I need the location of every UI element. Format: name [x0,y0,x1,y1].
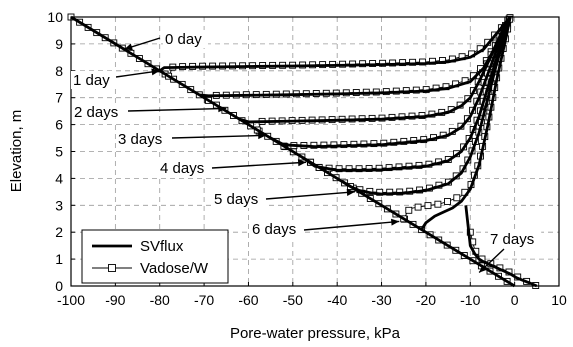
annotation-backdrop [212,190,266,208]
vadose-marker [419,58,427,66]
svflux-line [336,16,512,196]
vadose-marker [399,59,407,67]
x-tick-label: -10 [460,292,480,308]
vadose-marker [405,206,413,214]
y-tick-label: 5 [55,144,63,160]
vadose-marker [375,164,383,172]
x-tick-label: -80 [150,292,170,308]
annotation-arrowhead [151,68,160,76]
annotation-backdrop [72,103,126,121]
x-tick-label: -20 [416,292,436,308]
legend-vadose-marker [108,264,116,272]
vadose-marker [365,165,373,172]
annotation-label: 0 day [165,31,202,48]
svflux-line [269,16,512,149]
annotation-arrowhead [297,159,307,167]
annotation-arrow [211,161,307,169]
x-tick-label: -90 [105,292,125,308]
annotation-arrow [303,220,400,231]
y-tick-label: 2 [55,224,63,240]
annotation-label: 4 days [160,160,204,177]
annotation-label: 6 days [252,221,296,238]
annotation-arrowhead [218,105,227,113]
vadose-marker [444,198,451,205]
y-tick-label: 7 [55,90,63,106]
svflux-line [239,16,512,124]
svflux-line [300,16,512,172]
annotation-backdrop [488,230,542,248]
annotation-arrow [171,134,267,139]
vadose-marker [424,202,432,210]
x-tick-label: 0 [511,292,519,308]
annotation-backdrop [116,130,170,148]
y-tick-label: 10 [47,9,63,25]
annotation-backdrop [163,30,208,48]
y-tick-label: 4 [55,170,63,186]
x-tick-label: 10 [551,292,567,308]
x-tick-label: -40 [327,292,347,308]
annotation-arrowhead [479,264,488,273]
legend: SVflux Vadose/W [81,229,229,284]
annotation-arrowhead [124,43,133,51]
y-tick-label: 6 [55,117,63,133]
annotation-arrow [265,191,355,200]
svflux-line [420,16,512,231]
annotation-arrowhead [391,218,400,226]
svflux-line [464,205,538,288]
annotation-arrowhead [346,189,355,196]
x-tick-label: -50 [283,292,303,308]
annotation-arrow [127,107,227,112]
annotation-label: 1 day [73,72,110,89]
annotation-label: 3 days [118,131,162,148]
annotation-label: 2 days [74,104,118,121]
x-tick-label: -30 [371,292,391,308]
vadose-marker [409,58,417,66]
annotation-label: 7 days [490,231,534,248]
y-tick-label: 1 [55,251,63,267]
x-tick-label: -100 [57,292,85,308]
legend-vadose-label: Vadose/W [140,260,209,277]
legend-svflux-label: SVflux [140,238,184,255]
x-axis-label: Pore-water pressure, kPa [230,325,401,342]
y-tick-label: 8 [55,63,63,79]
y-axis-label: Elevation, m [8,110,25,193]
annotation-backdrop [158,159,212,177]
legend-box [81,229,229,284]
vadose-marker [453,194,461,202]
axis-ticks: -100 -90 -80 -70 -60 -50 -40 -30 -20 -10 0 10012345… [47,9,567,308]
y-tick-label: 9 [55,36,63,52]
svflux-line [70,15,516,288]
svflux-line [158,16,512,72]
annotation-backdrop [71,71,116,89]
annotation-backdrop [250,220,304,238]
svflux-series [70,15,538,288]
y-tick-label: 3 [55,197,63,213]
vadose-marker [414,203,422,211]
annotation-label: 5 days [214,191,258,208]
x-tick-label: -70 [194,292,214,308]
annotation-arrowhead [258,132,267,140]
y-tick-label: 0 [55,278,63,294]
vadose-marker [434,200,442,208]
x-tick-label: -60 [238,292,258,308]
